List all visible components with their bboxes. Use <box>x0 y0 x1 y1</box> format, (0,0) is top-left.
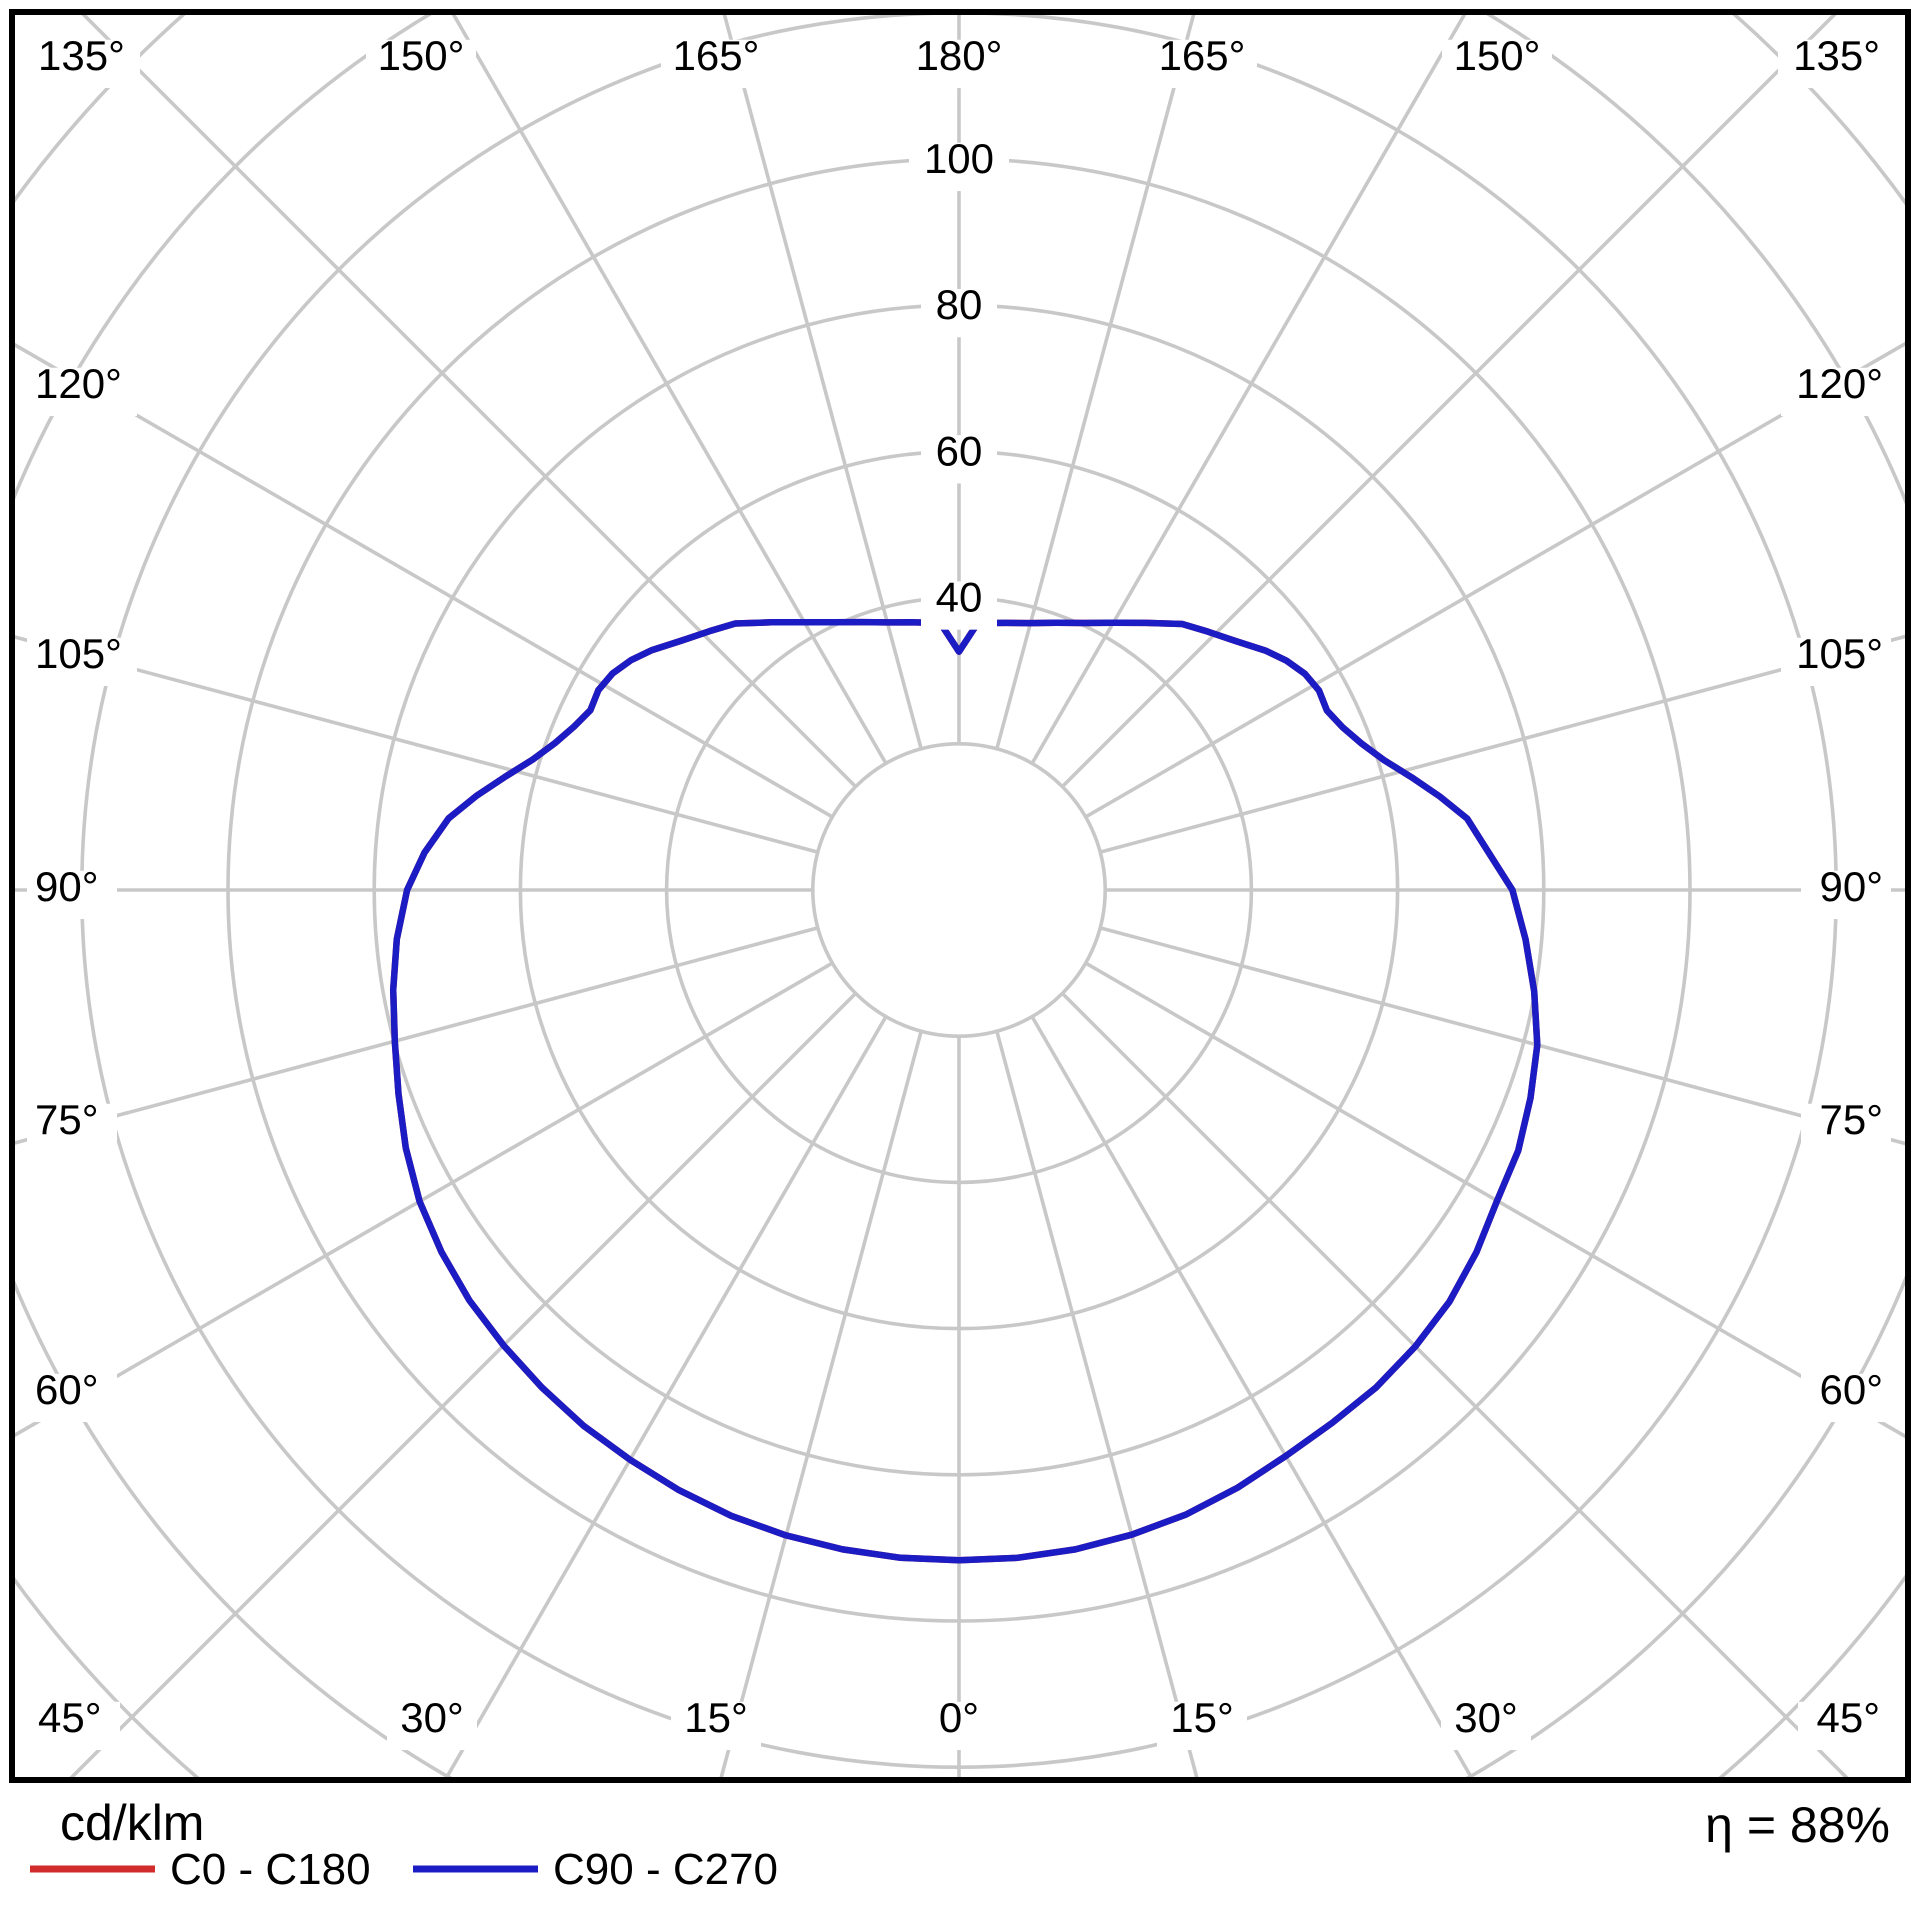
angle-label-45-mask <box>1798 1701 1888 1751</box>
angle-label-15-mask <box>671 1701 761 1751</box>
radial-tick-80-mask <box>921 288 997 338</box>
grid-spoke <box>1084 340 1908 819</box>
grid-spoke <box>443 1015 888 1780</box>
grid-spoke <box>1099 633 1908 854</box>
angle-label-135: 135° <box>1793 32 1880 79</box>
axis-labels: 40 60 80 100 120° 120° 105° 105° 90° 90° 75° 75° 60°… <box>27 32 1891 1751</box>
angle-label-105-mask <box>27 637 137 687</box>
angle-label-75: 75° <box>35 1096 99 1143</box>
angle-label-150-mask <box>1442 39 1552 89</box>
grid-spoke <box>718 1030 923 1780</box>
angle-label-135-mask <box>30 39 140 89</box>
grid-spoke <box>1061 992 1852 1780</box>
angle-label-120-mask <box>27 367 137 417</box>
angle-label-45: 45° <box>1816 1694 1880 1741</box>
angle-label-90: 90° <box>1819 863 1883 910</box>
angle-label-0: 0° <box>939 1694 979 1741</box>
angle-label-120: 120° <box>1796 360 1883 407</box>
grid-spoke <box>1030 1015 1475 1780</box>
grid-spoke <box>12 341 834 819</box>
angle-label-45-mask <box>30 1701 120 1751</box>
grid-spoke <box>1084 961 1908 1440</box>
angle-label-165: 165° <box>1159 32 1246 79</box>
radial-tick-40-mask <box>921 581 997 630</box>
angle-label-150: 150° <box>1454 32 1541 79</box>
angle-label-165: 165° <box>673 32 760 79</box>
radial-tick-40: 40 <box>936 574 983 621</box>
angle-label-165-mask <box>1147 39 1257 89</box>
plot-border <box>9 9 1911 1783</box>
angle-label-15: 15° <box>1170 1694 1234 1741</box>
units-label: cd/klm <box>60 1795 204 1851</box>
angle-label-30-mask <box>1441 1701 1531 1751</box>
grid-spoke <box>66 992 857 1780</box>
grid-spoke <box>721 12 923 750</box>
angle-label-135-mask <box>1778 39 1888 89</box>
grid-spoke <box>450 12 888 765</box>
grid-spoke <box>12 961 834 1439</box>
radial-tick-100-mask <box>909 142 1009 192</box>
angle-label-45: 45° <box>38 1694 102 1741</box>
angle-label-75: 75° <box>1819 1096 1883 1143</box>
angle-label-150: 150° <box>378 32 465 79</box>
angle-label-90-mask <box>1801 870 1891 920</box>
angle-label-105: 105° <box>35 630 122 677</box>
curve-c90-c270 <box>389 618 1541 1564</box>
angle-label-150-mask <box>366 39 476 89</box>
radial-tick-100: 100 <box>924 135 994 182</box>
footer: cd/klm C0 - C180 C90 - C270 η = 88% <box>30 1795 1890 1894</box>
angle-label-180-mask <box>904 39 1014 89</box>
grid-spoke <box>12 634 819 854</box>
grid-spoke <box>1030 12 1468 765</box>
grid-spoke <box>12 926 819 1146</box>
angle-label-75-mask <box>27 1103 117 1153</box>
angle-label-90: 90° <box>35 863 99 910</box>
angle-label-60-mask <box>27 1373 117 1423</box>
angle-label-180: 180° <box>916 32 1003 79</box>
angle-label-60: 60° <box>1819 1366 1883 1413</box>
angle-label-105-mask <box>1781 637 1891 687</box>
radial-tick-60-mask <box>921 435 997 484</box>
legend-item-c90-c270: C90 - C270 <box>413 1845 778 1894</box>
angle-label-135: 135° <box>38 32 125 79</box>
angle-label-30: 30° <box>400 1694 464 1741</box>
grid-spoke <box>995 1030 1200 1780</box>
grid-spoke <box>995 12 1197 750</box>
intensity-curves <box>389 618 1541 1564</box>
angle-label-0-mask <box>914 1701 1004 1751</box>
angle-label-120: 120° <box>35 360 122 407</box>
radial-tick-60: 60 <box>936 427 983 474</box>
angle-label-105: 105° <box>1796 630 1883 677</box>
grid-spoke <box>1099 926 1908 1147</box>
angle-label-60: 60° <box>35 1366 99 1413</box>
angle-label-165-mask <box>661 39 771 89</box>
legend-item-c0-c180: C0 - C180 <box>30 1845 371 1894</box>
angle-label-90-mask <box>27 870 117 920</box>
angle-label-120-mask <box>1781 367 1891 417</box>
angle-label-60-mask <box>1801 1373 1891 1423</box>
legend-label-c90-c270: C90 - C270 <box>553 1845 778 1894</box>
angle-label-30-mask <box>387 1701 477 1751</box>
radial-tick-80: 80 <box>936 281 983 328</box>
angle-label-15-mask <box>1157 1701 1247 1751</box>
legend: C0 - C180 C90 - C270 <box>30 1845 778 1894</box>
efficiency-label: η = 88% <box>1705 1797 1890 1853</box>
angle-label-30: 30° <box>1454 1694 1518 1741</box>
angle-label-15: 15° <box>684 1694 748 1741</box>
legend-label-c0-c180: C0 - C180 <box>170 1845 371 1894</box>
angle-label-75-mask <box>1801 1103 1891 1153</box>
